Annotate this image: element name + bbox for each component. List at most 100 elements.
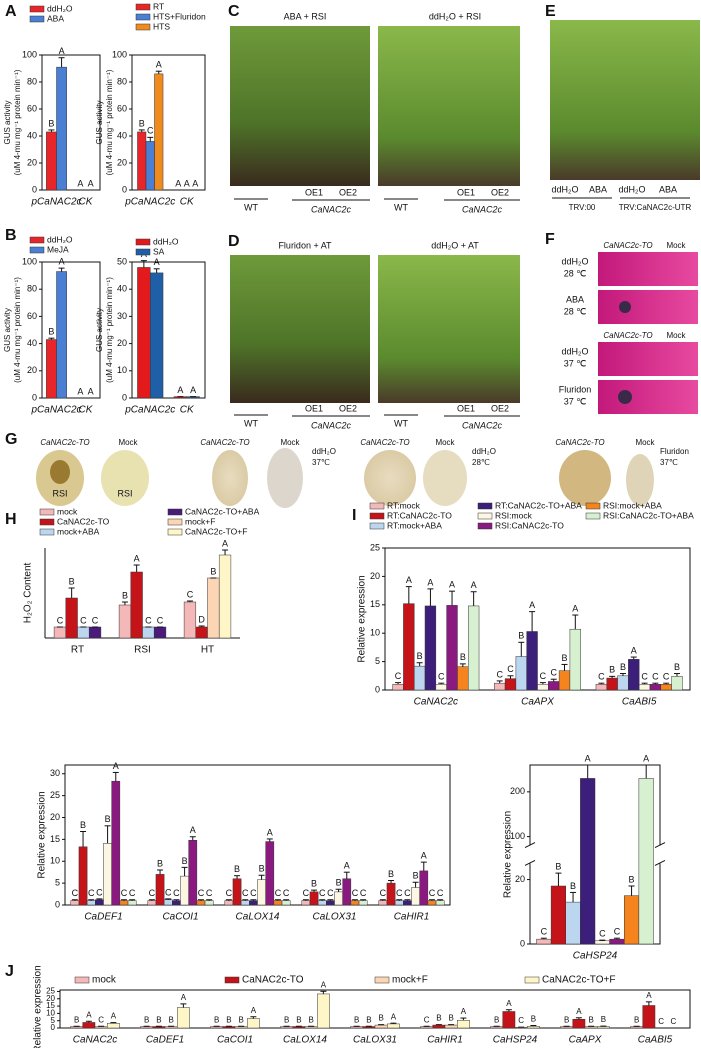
bar [584,1026,598,1029]
photo-label: Mock [666,241,686,250]
x-tick-label: CaCOI1 [217,1035,253,1046]
significance-letter: A [86,1010,92,1019]
photo-label: CaNAC2c-TO [555,438,604,447]
bar [147,900,157,906]
significance-letter: A [192,178,198,188]
bar [137,131,147,191]
y-tick-label: 0 [32,392,37,402]
bar [457,1020,470,1029]
significance-letter: B [238,1015,243,1024]
x-tick-label: CaLOX31 [353,1035,397,1046]
photo-label: RSI [52,488,67,498]
bar [594,940,610,945]
significance-letter: A [406,575,412,585]
significance-letter: A [421,851,427,861]
legend-swatch [477,502,493,510]
bar [411,887,420,906]
significance-letter: B [413,871,419,881]
significance-letter: B [494,1015,499,1024]
x-tick-label: CaABI5 [622,697,657,708]
legend-label: RSI:mock+ABA [603,500,662,510]
significance-letter: B [122,590,128,600]
x-tick-label: CaHSP24 [493,1035,538,1046]
bar [609,938,625,945]
bar [467,605,480,691]
y-tick-label: 0 [55,899,60,909]
photo-label: CaNAC2c [462,204,503,214]
photo-label: WT [244,418,258,428]
photo-label: WT [394,418,408,428]
significance-letter: A [646,991,652,1000]
significance-letter: B [234,864,240,874]
y-tick-label: 25 [46,987,55,996]
bar [118,604,132,639]
photo-label: TRV:CaNAC2c-UTR [619,203,692,212]
plot-frame [41,54,101,191]
photo-title: ddH₂O + RSI [429,11,481,21]
y-axis-label: (uM 4-mu mg⁻¹ protein min⁻¹) [105,69,114,175]
bar [46,339,57,399]
y-tick-label: 20 [370,571,380,581]
significance-letter: A [59,256,65,266]
bar [537,684,549,691]
legend-label: ABA [47,13,64,23]
x-tick-label: CaDEF1 [84,912,122,923]
bar [444,1024,458,1029]
significance-letter: B [570,881,576,891]
significance-letter: A [88,386,94,396]
legend-swatch [135,238,151,246]
bar [334,891,343,906]
y-axis-label: Relative expression [33,965,44,1048]
photo [230,26,370,186]
significance-letter: C [599,929,606,939]
significance-letter: C [541,927,548,937]
significance-letter: A [251,1006,257,1015]
bar [103,843,112,906]
x-tick-label: CaCOI1 [162,912,198,923]
photo-label: OE1 [305,403,323,413]
legend-label: HTS [153,21,170,31]
y-tick-label: 0 [375,684,380,694]
photo-label: Fluridon [559,384,592,394]
bar [204,900,214,906]
significance-letter: A [88,178,94,188]
y-axis-label: GUS activity [3,308,12,352]
legend-label: mock+F [392,975,428,986]
photo-label: 37 ℃ [564,396,587,406]
axis-break [524,842,536,848]
x-tick-label: CaHIR1 [394,912,430,923]
significance-letter: B [296,1015,301,1024]
legend-label: mock [57,506,78,516]
bar [152,1026,166,1029]
y-axis-label: (uM 4-mu mg⁻¹ protein min⁻¹) [13,277,22,383]
y-tick-label: 50 [117,256,127,266]
y-tick-label: 80 [117,76,127,86]
significance-letter: A [59,46,65,56]
significance-letter: C [598,672,605,682]
significance-letter: B [436,1014,441,1023]
bar [94,1026,108,1029]
significance-letter: A [471,580,477,590]
bar [642,1005,656,1029]
panel-letter: J [5,963,14,980]
significance-letter: C [437,888,444,898]
bar [457,666,469,691]
significance-letter: B [144,1015,149,1024]
legend-swatch [524,976,540,984]
bar [317,993,330,1029]
significance-letter: A [77,386,83,396]
significance-letter: B [634,1015,639,1024]
legend-label: SA [153,246,165,256]
significance-letter: B [518,631,524,641]
bar [638,684,651,691]
bar [386,882,396,906]
y-tick-label: 15 [370,599,380,609]
photo-label: ddH₂O [618,184,645,194]
y-axis-label: Relative expression [37,791,48,878]
bar [224,900,234,906]
bar [247,1018,260,1029]
axis-break [656,845,664,864]
significance-letter: C [283,888,290,898]
bar [403,900,412,906]
